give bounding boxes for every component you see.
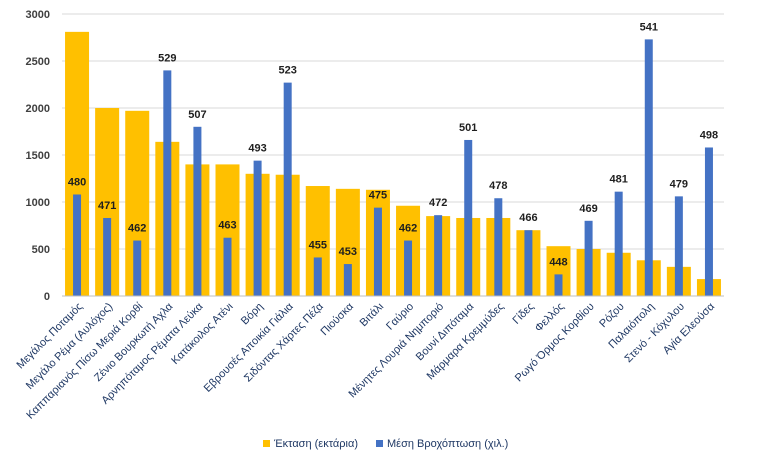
data-label: 498 xyxy=(700,129,718,141)
data-label: 471 xyxy=(98,200,116,212)
data-label: 462 xyxy=(128,223,146,235)
bar-rainfall xyxy=(554,274,563,296)
bar-rainfall xyxy=(223,237,232,296)
bar-area xyxy=(125,110,150,296)
bar-rainfall xyxy=(313,257,322,296)
y-tick-label: 2500 xyxy=(26,56,50,68)
y-tick-label: 500 xyxy=(32,244,50,256)
data-label: 453 xyxy=(339,246,357,258)
bar-rainfall xyxy=(704,147,713,296)
data-label: 466 xyxy=(519,212,537,224)
bar-rainfall xyxy=(73,194,82,296)
data-label: 478 xyxy=(489,180,507,192)
data-label: 463 xyxy=(218,220,236,232)
x-tick-label: Γίδες xyxy=(510,301,536,327)
bar-rainfall xyxy=(524,230,533,296)
data-label: 455 xyxy=(309,239,327,251)
data-label: 462 xyxy=(399,223,417,235)
bar-rainfall xyxy=(193,126,202,296)
data-label: 501 xyxy=(459,122,477,134)
data-label: 493 xyxy=(248,143,266,155)
data-label: 541 xyxy=(640,21,658,33)
data-label: 480 xyxy=(68,176,86,188)
x-tick-label: Βόρη xyxy=(239,301,266,328)
data-label: 472 xyxy=(429,197,447,209)
x-tick-label: Βιτάλι xyxy=(358,300,387,329)
data-label: 469 xyxy=(579,203,597,215)
bar-rainfall xyxy=(644,39,653,296)
bar-rainfall xyxy=(343,264,352,296)
bar-rainfall xyxy=(434,215,443,296)
y-tick-label: 2000 xyxy=(26,103,50,115)
data-label: 507 xyxy=(188,109,206,121)
bar-rainfall xyxy=(373,207,382,296)
bar-rainfall xyxy=(674,196,683,296)
bar-rainfall xyxy=(584,220,593,296)
data-labels: 480 471 462 529 507 463 493 523 455 453 475 462 472 5… xyxy=(68,21,718,268)
x-tick-label: Καππαριανός Πίσω Μεριά Κορθί xyxy=(24,300,145,421)
bar-rainfall xyxy=(253,160,262,296)
data-label: 475 xyxy=(369,190,387,202)
bar-rainfall xyxy=(283,82,292,297)
legend-label: Μέση Βροχόπτωση (χιλ.) xyxy=(387,438,508,450)
data-label: 523 xyxy=(279,65,297,77)
data-label: 479 xyxy=(670,178,688,190)
bar-rainfall xyxy=(404,240,413,296)
y-tick-label: 0 xyxy=(44,291,50,303)
x-tick-label: Πιούσκα xyxy=(318,300,356,338)
bar-rainfall xyxy=(103,217,112,296)
data-label: 448 xyxy=(549,256,567,268)
legend: Έκταση (εκτάρια) Μέση Βροχόπτωση (χιλ.) xyxy=(263,438,508,450)
bar-rainfall xyxy=(614,191,623,296)
data-label: 529 xyxy=(158,52,176,64)
bar-rainfall xyxy=(494,198,503,296)
y-axis: 0 500 1000 1500 2000 2500 3000 xyxy=(26,9,50,303)
bars xyxy=(65,31,721,297)
bar-rainfall xyxy=(464,139,473,296)
legend-label: Έκταση (εκτάρια) xyxy=(273,438,358,450)
legend-swatch xyxy=(376,440,383,447)
y-tick-label: 1000 xyxy=(26,197,50,209)
bar-rainfall xyxy=(133,240,142,296)
bar-rainfall xyxy=(163,70,172,297)
y-tick-label: 3000 xyxy=(26,9,50,21)
legend-swatch xyxy=(263,440,270,447)
y-tick-label: 1500 xyxy=(26,150,50,162)
data-label: 481 xyxy=(610,174,628,186)
